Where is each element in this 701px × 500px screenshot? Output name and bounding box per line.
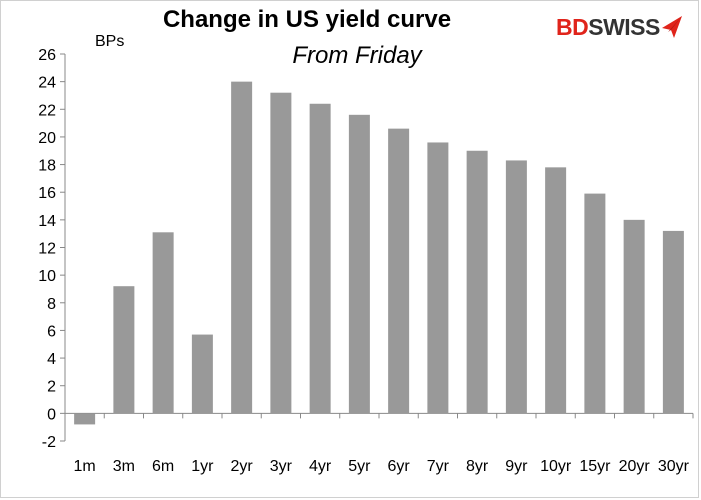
- y-tick-label: 20: [38, 130, 56, 147]
- x-tick-label: 1yr: [191, 458, 214, 475]
- y-tick-label: 12: [38, 241, 56, 258]
- x-tick-label: 1m: [74, 458, 96, 475]
- y-tick-label: 2: [47, 379, 56, 396]
- y-tick-label: 24: [38, 75, 56, 92]
- bar-8yr: [466, 150, 488, 414]
- y-tick-label: 0: [47, 406, 56, 423]
- bar-3yr: [270, 92, 292, 414]
- x-tick-label: 5yr: [348, 458, 371, 475]
- y-tick-label: 18: [38, 158, 56, 175]
- bar-7yr: [427, 142, 449, 414]
- x-tick-label: 30yr: [658, 458, 690, 475]
- x-tick-label: 20yr: [619, 458, 651, 475]
- chart-title: Change in US yield curve: [162, 6, 452, 33]
- bar-1m: [74, 413, 96, 425]
- y-tick-label: 14: [38, 213, 56, 230]
- bar-5yr: [348, 114, 370, 414]
- bar-30yr: [662, 230, 684, 414]
- x-tick-label: 3m: [113, 458, 135, 475]
- chart-subtitle: From Friday: [292, 42, 422, 69]
- bdswiss-logo-icon: [661, 16, 682, 38]
- bar-20yr: [623, 219, 645, 414]
- x-tick-label: 4yr: [309, 458, 332, 475]
- bar-6m: [152, 232, 174, 414]
- bar-4yr: [309, 103, 331, 414]
- logo-bd-text: BD: [556, 13, 589, 40]
- bdswiss-logo: BDSWISS: [556, 12, 684, 42]
- bar-10yr: [545, 167, 567, 414]
- logo-swiss-text: SWISS: [588, 13, 660, 40]
- x-tick-label: 8yr: [466, 458, 489, 475]
- bar-2yr: [231, 81, 253, 414]
- bar-1yr: [191, 334, 213, 414]
- y-tick-label: 6: [47, 323, 56, 340]
- y-tick-label: 8: [47, 296, 56, 313]
- y-tick-label: 26: [38, 47, 56, 64]
- bar-3m: [113, 286, 135, 414]
- y-tick-label: 16: [38, 185, 56, 202]
- x-tick-label: 9yr: [505, 458, 528, 475]
- bar-15yr: [584, 193, 606, 414]
- logo-text: BDSWISS: [556, 14, 660, 41]
- x-tick-label: 15yr: [579, 458, 611, 475]
- y-axis-label: BPs: [95, 33, 125, 50]
- x-tick-label: 6m: [152, 458, 174, 475]
- bar-9yr: [505, 160, 527, 414]
- y-tick-label: 10: [38, 268, 56, 285]
- bar-6yr: [388, 128, 410, 414]
- y-tick-label: 22: [38, 102, 56, 119]
- x-tick-label: 3yr: [270, 458, 293, 475]
- y-tick-label: -2: [42, 434, 56, 451]
- x-tick-label: 7yr: [427, 458, 450, 475]
- y-tick-label: 4: [47, 351, 56, 368]
- x-tick-label: 6yr: [388, 458, 411, 475]
- x-tick-label: 10yr: [540, 458, 572, 475]
- x-tick-label: 2yr: [231, 458, 254, 475]
